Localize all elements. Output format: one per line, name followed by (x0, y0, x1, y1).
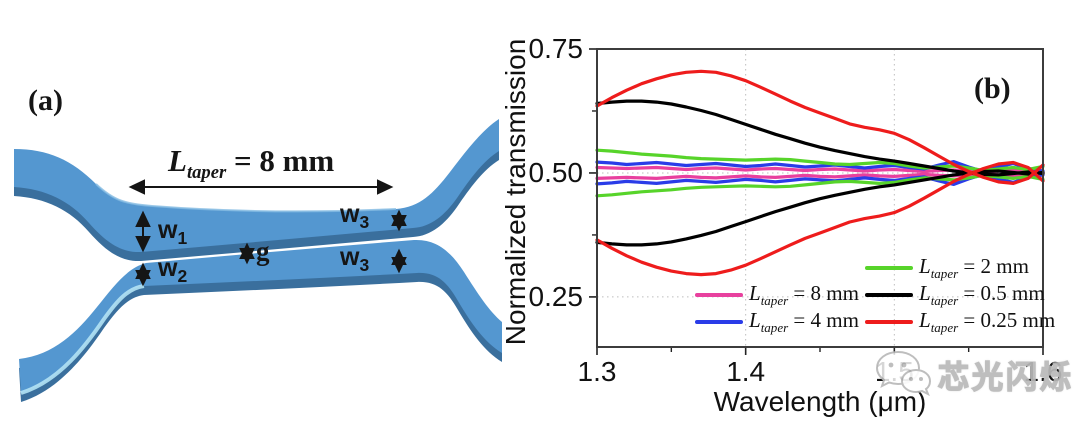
taper-length-symbol: L (168, 143, 187, 178)
upper-slab-edge-highlight (95, 183, 397, 213)
plot-canvas (589, 48, 1045, 355)
x-tick-label: 1.3 (577, 356, 617, 387)
legend-label: Ltaper = 2 mm (919, 253, 1029, 282)
legend-swatch (865, 319, 913, 325)
watermark: 芯光闪烁 (870, 348, 1074, 400)
dimension-arrows (128, 179, 407, 287)
x-axis-title: Wavelength (μm) (713, 386, 927, 417)
transmission-chart: 1.31.41.51.60.250.500.75 Ltaper = 8 mmLt… (529, 33, 1063, 387)
watermark-text: 芯光闪烁 (937, 359, 1074, 396)
curve-Ltaper=2mm-upper (595, 148, 1045, 173)
panel-b-label: (b) (974, 72, 1011, 105)
legend-label: Ltaper = 0.5 mm (919, 280, 1045, 309)
w2-label: w2 (158, 254, 188, 286)
legend-swatch (865, 265, 913, 271)
waveguide-schematic-drawing (14, 119, 502, 402)
lower-arm-highlight (20, 284, 145, 395)
taper-length-subscript: taper (186, 162, 227, 184)
legend-entry: Ltaper = 4 mm (695, 307, 859, 336)
legend-entry: Ltaper = 2 mm (865, 253, 1029, 282)
y-tick-label: 0.25 (528, 280, 584, 312)
gap-label: g (256, 236, 270, 266)
legend-entry: Ltaper = 0.5 mm (865, 280, 1045, 309)
legend-swatch (865, 292, 913, 298)
taper-length-value: = 8 mm (226, 143, 335, 178)
w1-label: w1 (158, 216, 188, 248)
panel-a-label: (a) (28, 84, 63, 117)
y-tick-label: 0.50 (528, 156, 584, 188)
curve-Ltaper=0.25mm-upper (595, 69, 1045, 185)
y-tick-label: 0.75 (528, 33, 584, 64)
legend-entry: Ltaper = 0.25 mm (865, 307, 1056, 336)
plot-border (596, 48, 1044, 348)
legend-label: Ltaper = 4 mm (749, 307, 859, 336)
w3-lower-label: w3 (340, 243, 370, 275)
taper-length-label: Ltaper = 8 mm (168, 143, 334, 184)
panel-a-schematic: (a) Ltaper = 8 mm w1 w2 w3 w3 g (14, 84, 502, 402)
legend-entry: Ltaper = 8 mm (695, 280, 859, 309)
legend-label: Ltaper = 0.25 mm (919, 307, 1056, 336)
legend-swatch (695, 292, 743, 298)
x-tick-label: 1.6 (1023, 356, 1063, 387)
legend-swatch (695, 319, 743, 325)
curve-Ltaper=2mm-lower (595, 173, 1045, 198)
x-tick-label: 1.4 (726, 356, 766, 387)
wechat-logo-icon (875, 350, 932, 397)
curve-Ltaper=0.25mm-lower (595, 160, 1045, 277)
legend-label: Ltaper = 8 mm (749, 280, 859, 309)
w3-upper-label: w3 (340, 200, 370, 232)
